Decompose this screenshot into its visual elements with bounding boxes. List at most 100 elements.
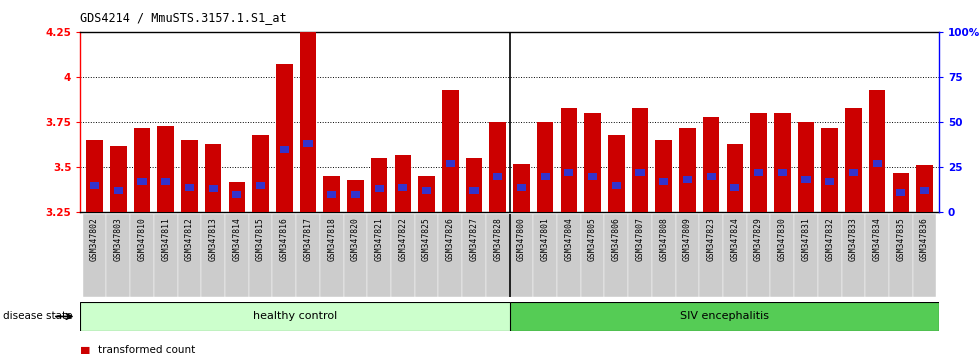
Bar	[110, 145, 126, 212]
Bar	[821, 127, 838, 212]
Text: GSM347801: GSM347801	[541, 217, 550, 261]
Bar	[632, 108, 649, 212]
Text: GSM347835: GSM347835	[897, 217, 906, 261]
Text: GSM347805: GSM347805	[588, 217, 597, 261]
Text: GSM347810: GSM347810	[137, 217, 147, 261]
Bar	[205, 144, 221, 212]
Bar	[90, 182, 99, 189]
Bar	[537, 122, 554, 212]
Bar	[370, 158, 387, 212]
Bar	[825, 178, 834, 185]
Bar	[154, 214, 177, 297]
Bar	[707, 173, 715, 180]
Bar	[778, 169, 787, 176]
Bar	[201, 214, 225, 297]
Bar	[86, 140, 103, 212]
Bar	[256, 182, 266, 189]
Bar	[486, 214, 510, 297]
Bar	[920, 187, 929, 194]
Bar	[865, 214, 889, 297]
Text: GSM347827: GSM347827	[469, 217, 478, 261]
Bar	[703, 117, 719, 212]
Bar	[489, 122, 506, 212]
Bar	[754, 169, 763, 176]
Bar	[770, 214, 794, 297]
Bar	[675, 214, 700, 297]
Bar	[683, 177, 692, 183]
Bar	[442, 90, 459, 212]
Bar	[845, 108, 861, 212]
Bar	[225, 214, 249, 297]
Bar	[344, 214, 368, 297]
Bar	[541, 173, 550, 180]
Bar	[158, 126, 174, 212]
Text: GSM347824: GSM347824	[730, 217, 739, 261]
Bar	[916, 165, 933, 212]
Bar	[730, 184, 740, 190]
Bar	[398, 184, 408, 190]
Text: disease state: disease state	[3, 312, 73, 321]
Text: GSM347802: GSM347802	[90, 217, 99, 261]
Bar	[114, 187, 122, 194]
Bar	[107, 214, 130, 297]
Bar	[818, 214, 842, 297]
Text: GSM347829: GSM347829	[754, 217, 763, 261]
Text: ■: ■	[80, 346, 91, 354]
Text: SIV encephalitis: SIV encephalitis	[680, 312, 768, 321]
Bar	[794, 214, 818, 297]
Bar	[897, 189, 906, 196]
Bar	[493, 173, 503, 180]
Bar	[351, 191, 360, 198]
Bar	[347, 180, 364, 212]
Bar	[446, 160, 455, 167]
Bar	[588, 173, 597, 180]
Bar	[137, 178, 147, 185]
Bar	[842, 214, 865, 297]
Bar	[418, 176, 435, 212]
Bar	[652, 214, 675, 297]
Text: GSM347815: GSM347815	[256, 217, 266, 261]
Bar	[422, 187, 431, 194]
Text: GDS4214 / MmuSTS.3157.1.S1_at: GDS4214 / MmuSTS.3157.1.S1_at	[80, 11, 287, 24]
Text: GSM347822: GSM347822	[399, 217, 408, 261]
Bar	[557, 214, 581, 297]
Text: GSM347830: GSM347830	[778, 217, 787, 261]
Text: GSM347807: GSM347807	[636, 217, 645, 261]
Text: GSM347818: GSM347818	[327, 217, 336, 261]
Bar	[276, 64, 293, 212]
Bar	[516, 184, 526, 190]
Text: GSM347820: GSM347820	[351, 217, 360, 261]
Bar	[304, 141, 313, 147]
Text: GSM347831: GSM347831	[802, 217, 810, 261]
Bar	[723, 214, 747, 297]
Bar	[181, 140, 198, 212]
Bar	[438, 214, 463, 297]
Text: GSM347832: GSM347832	[825, 217, 834, 261]
Bar	[82, 214, 107, 297]
Text: GSM347813: GSM347813	[209, 217, 218, 261]
Text: GSM347834: GSM347834	[872, 217, 882, 261]
Bar	[249, 214, 272, 297]
Bar	[893, 173, 909, 212]
Text: GSM347806: GSM347806	[612, 217, 620, 261]
Text: healthy control: healthy control	[253, 312, 337, 321]
Bar	[232, 191, 241, 198]
Bar	[584, 113, 601, 212]
Bar	[774, 113, 791, 212]
Bar	[272, 214, 296, 297]
Bar	[161, 178, 171, 185]
Bar	[802, 177, 810, 183]
Bar	[561, 108, 577, 212]
Bar	[209, 185, 218, 192]
Bar	[912, 214, 937, 297]
Bar	[415, 214, 438, 297]
Bar	[656, 140, 672, 212]
Bar	[296, 214, 319, 297]
Bar	[279, 146, 289, 153]
Bar	[635, 169, 645, 176]
Bar	[726, 144, 743, 212]
Text: GSM347825: GSM347825	[422, 217, 431, 261]
Text: GSM347828: GSM347828	[493, 217, 502, 261]
Bar	[869, 90, 886, 212]
Text: GSM347811: GSM347811	[162, 217, 171, 261]
